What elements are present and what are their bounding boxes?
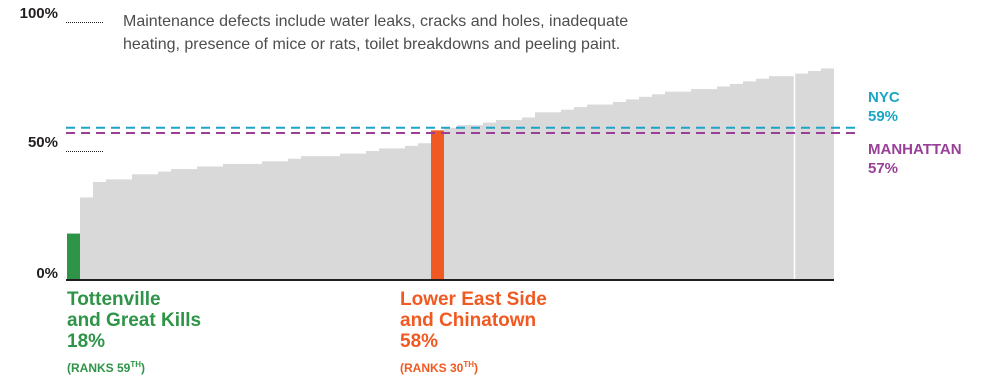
y-tick-label: 100% — [20, 5, 58, 22]
bar — [249, 163, 262, 280]
bar — [457, 125, 470, 280]
bar — [496, 120, 509, 280]
bar-highlight-tottenville — [67, 233, 80, 280]
bar — [808, 71, 821, 281]
callout-les-rank: (RANKS 30TH) — [400, 354, 547, 379]
bar — [782, 76, 795, 281]
bar — [574, 107, 587, 280]
callout-tottenville-name: Tottenville and Great Kills — [67, 289, 202, 331]
bar — [197, 166, 210, 280]
bars-group — [67, 68, 834, 281]
bar — [106, 179, 119, 280]
reference-value-manhattan: 57% — [868, 160, 898, 177]
rank-close: ) — [141, 361, 146, 375]
bar — [561, 109, 574, 280]
rank-close: ) — [474, 361, 479, 375]
bar — [730, 83, 743, 280]
bar — [80, 197, 93, 280]
bar — [535, 112, 548, 280]
callout-lower-east-side: Lower East Side and Chinatown 58% (RANKS… — [400, 289, 547, 379]
bar — [236, 163, 249, 280]
bar — [132, 174, 145, 280]
bar — [158, 171, 171, 280]
reference-lines-group: NYC 59% MANHATTAN 57% — [66, 89, 962, 177]
callout-les-name: Lower East Side and Chinatown — [400, 289, 547, 331]
annotation-group: Maintenance defects include water leaks,… — [123, 13, 628, 53]
bar — [275, 161, 288, 280]
bar — [639, 96, 652, 280]
bar — [327, 156, 340, 280]
annotation-line: heating, presence of mice or rats, toile… — [123, 36, 620, 53]
bar — [587, 104, 600, 280]
bar — [405, 145, 418, 280]
rank-suffix-sup: TH — [463, 360, 475, 369]
bar — [665, 91, 678, 280]
bar — [548, 112, 561, 280]
callout-tottenville-rank: (RANKS 59TH) — [67, 354, 201, 379]
y-ticks-group: 100% 50% 0% — [20, 5, 104, 282]
reference-value-nyc: 59% — [868, 108, 898, 125]
bar — [340, 153, 353, 280]
y-tick-label: 0% — [36, 265, 58, 282]
bar — [743, 81, 756, 280]
callout-tottenville-pct: 18% — [67, 331, 106, 352]
bar — [613, 101, 626, 280]
bar — [119, 179, 132, 280]
bar — [210, 166, 223, 280]
rank-prefix: (RANKS 30 — [400, 361, 464, 375]
bar — [262, 161, 275, 280]
bar — [483, 122, 496, 281]
bar — [600, 104, 613, 280]
bar — [522, 117, 535, 281]
bar — [418, 143, 431, 280]
bar — [821, 68, 834, 280]
bar — [704, 89, 717, 280]
bar — [301, 156, 314, 280]
reference-label-manhattan: MANHATTAN — [868, 141, 962, 158]
bar — [184, 169, 197, 280]
bar — [379, 148, 392, 280]
bar-highlight-les — [431, 130, 444, 280]
bar — [756, 78, 769, 280]
bar — [145, 174, 158, 280]
rank-suffix-sup: TH — [130, 360, 142, 369]
bar — [717, 86, 730, 280]
bar — [470, 125, 483, 280]
bar — [769, 76, 782, 281]
callout-tottenville: Tottenville and Great Kills 18% (RANKS 5… — [67, 289, 201, 379]
callout-les-pct: 58% — [400, 331, 439, 352]
bar — [444, 127, 457, 280]
reference-label-nyc: NYC — [868, 89, 900, 106]
bar — [314, 156, 327, 280]
bar — [626, 99, 639, 281]
bar — [392, 148, 405, 280]
bar — [288, 158, 301, 280]
bar — [353, 153, 366, 280]
y-tick-label: 50% — [28, 134, 58, 151]
annotation-line: Maintenance defects include water leaks,… — [123, 13, 628, 30]
bar — [795, 73, 808, 280]
bar — [509, 120, 522, 280]
bar — [93, 181, 106, 280]
bar — [652, 94, 665, 281]
bar — [223, 163, 236, 280]
bar — [678, 91, 691, 280]
bar — [171, 169, 184, 280]
bar — [366, 151, 379, 280]
bar — [691, 89, 704, 280]
rank-prefix: (RANKS 59 — [67, 361, 131, 375]
